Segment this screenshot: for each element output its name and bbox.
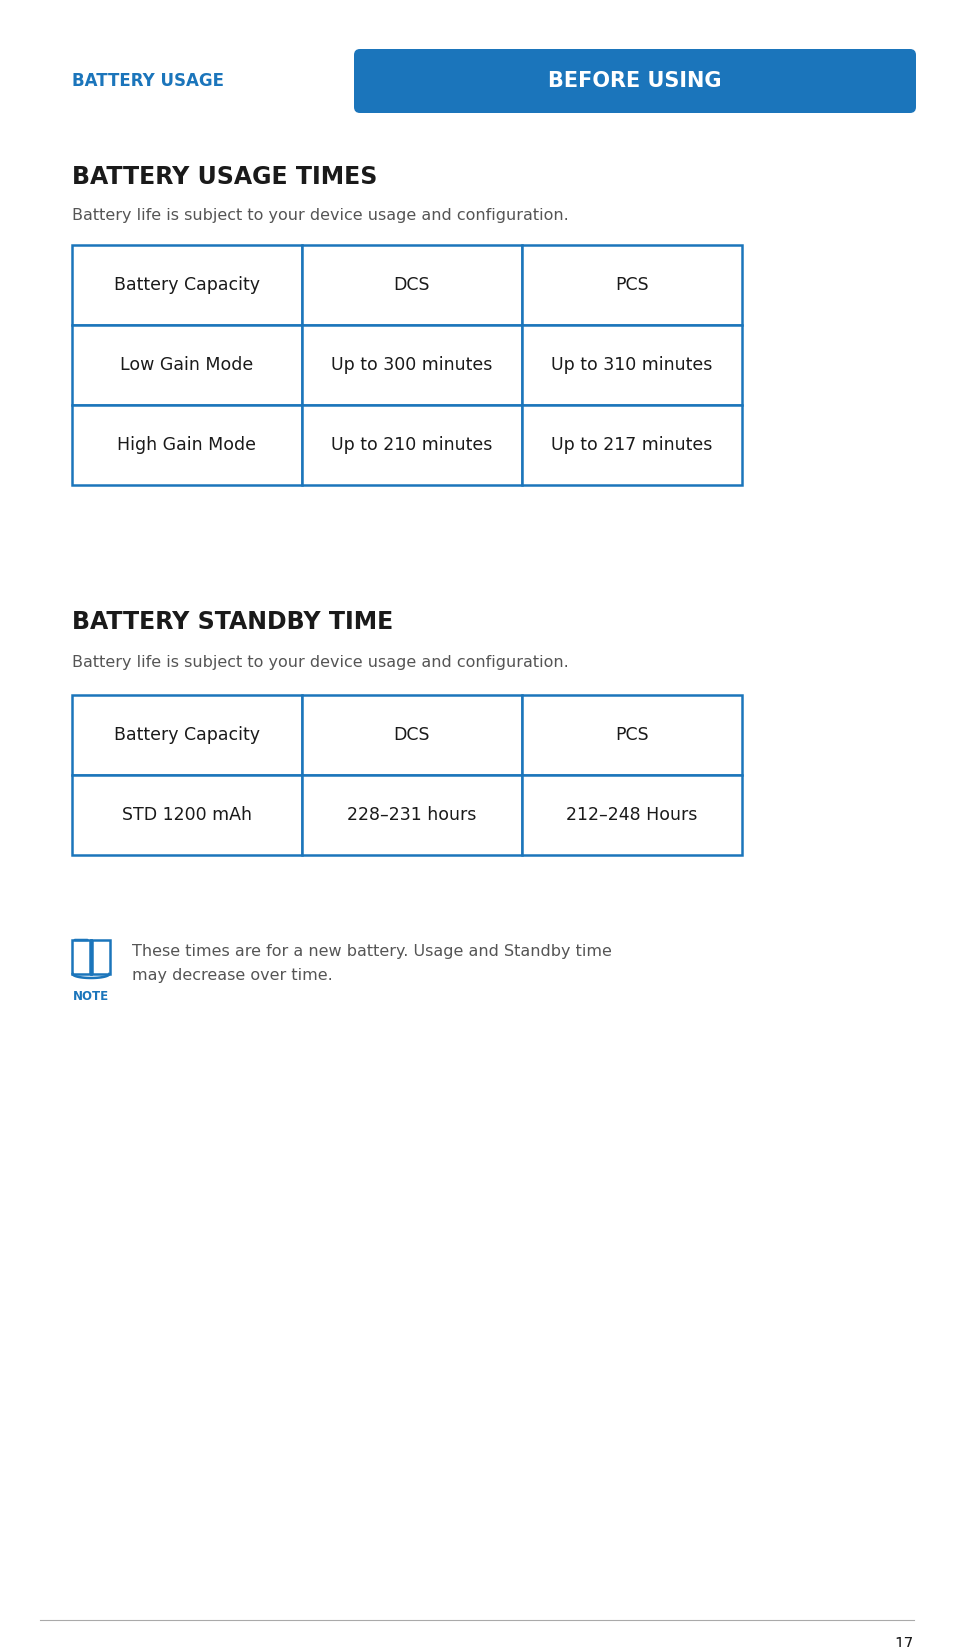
Text: PCS: PCS bbox=[615, 277, 648, 295]
Text: BATTERY STANDBY TIME: BATTERY STANDBY TIME bbox=[71, 609, 393, 634]
Text: These times are for a new battery. Usage and Standby time: These times are for a new battery. Usage… bbox=[132, 944, 611, 959]
Bar bbox=[302, 324, 521, 405]
Text: Up to 217 minutes: Up to 217 minutes bbox=[551, 436, 712, 455]
Text: Battery life is subject to your device usage and configuration.: Battery life is subject to your device u… bbox=[71, 656, 568, 670]
Text: 212–248 Hours: 212–248 Hours bbox=[566, 805, 697, 824]
Bar bbox=[71, 695, 302, 776]
Bar bbox=[71, 776, 302, 855]
Text: Up to 210 minutes: Up to 210 minutes bbox=[331, 436, 492, 455]
Text: 228–231 hours: 228–231 hours bbox=[347, 805, 476, 824]
Bar bbox=[71, 405, 302, 484]
Text: Battery Capacity: Battery Capacity bbox=[113, 726, 260, 744]
Text: BEFORE USING: BEFORE USING bbox=[548, 71, 721, 91]
Text: Up to 300 minutes: Up to 300 minutes bbox=[331, 356, 492, 374]
Text: NOTE: NOTE bbox=[72, 990, 109, 1003]
Bar bbox=[302, 245, 521, 324]
Bar bbox=[302, 405, 521, 484]
FancyBboxPatch shape bbox=[354, 49, 915, 114]
Text: Battery life is subject to your device usage and configuration.: Battery life is subject to your device u… bbox=[71, 208, 568, 222]
Bar bbox=[521, 776, 741, 855]
Text: may decrease over time.: may decrease over time. bbox=[132, 968, 333, 983]
Bar bbox=[71, 940, 91, 973]
Text: BATTERY USAGE: BATTERY USAGE bbox=[71, 72, 224, 91]
Bar bbox=[302, 776, 521, 855]
Bar bbox=[71, 245, 302, 324]
Text: High Gain Mode: High Gain Mode bbox=[117, 436, 256, 455]
Bar bbox=[302, 695, 521, 776]
Text: Battery Capacity: Battery Capacity bbox=[113, 277, 260, 295]
Bar bbox=[521, 245, 741, 324]
Text: DCS: DCS bbox=[394, 726, 430, 744]
Bar bbox=[521, 324, 741, 405]
Bar bbox=[521, 695, 741, 776]
Text: DCS: DCS bbox=[394, 277, 430, 295]
Bar bbox=[91, 940, 110, 973]
Bar bbox=[71, 324, 302, 405]
Text: 17: 17 bbox=[894, 1637, 913, 1647]
Text: STD 1200 mAh: STD 1200 mAh bbox=[122, 805, 252, 824]
Text: PCS: PCS bbox=[615, 726, 648, 744]
Text: BATTERY USAGE TIMES: BATTERY USAGE TIMES bbox=[71, 165, 377, 189]
Text: Low Gain Mode: Low Gain Mode bbox=[120, 356, 253, 374]
Text: Up to 310 minutes: Up to 310 minutes bbox=[551, 356, 712, 374]
Bar bbox=[521, 405, 741, 484]
